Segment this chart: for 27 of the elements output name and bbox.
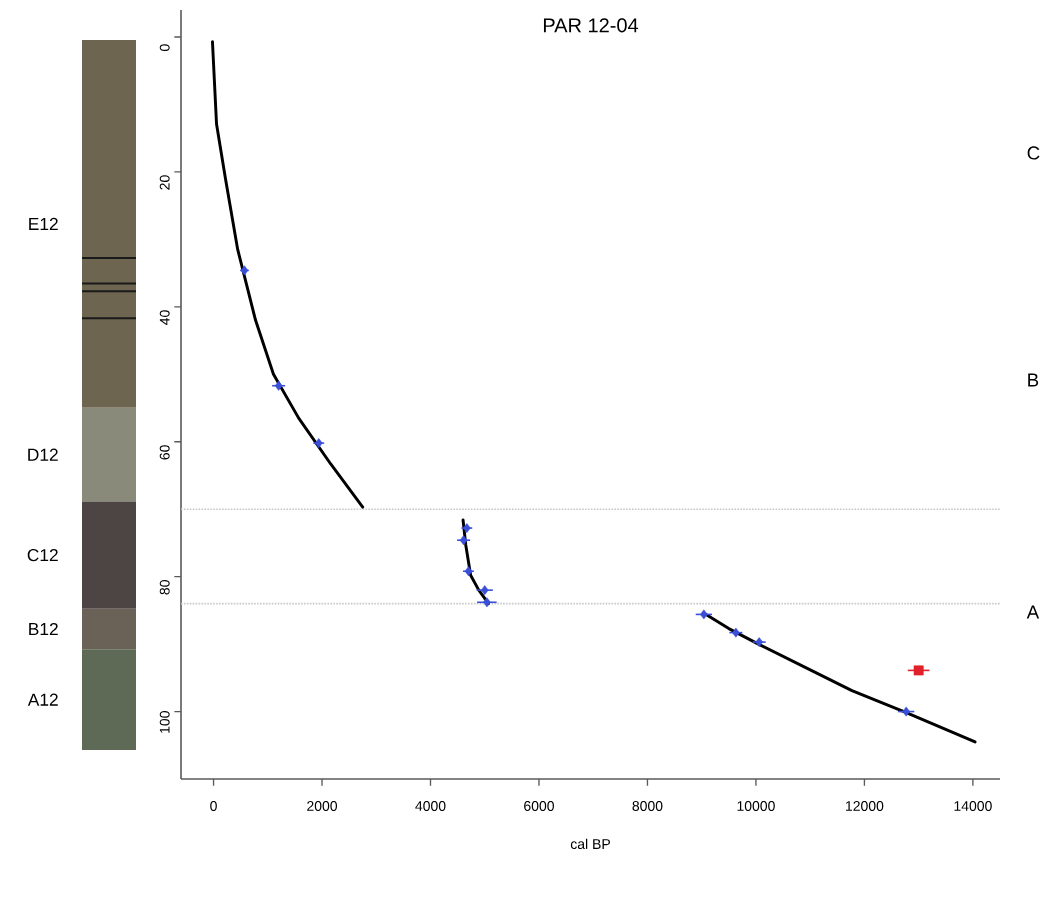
x-tick-label: 2000 (307, 801, 338, 811)
y-tick-label: 100 (159, 711, 170, 733)
bar (82, 501, 136, 609)
bar (82, 39, 136, 408)
x-tick-label: 12000 (846, 801, 884, 811)
x-tick-label: 14000 (954, 801, 992, 811)
x-axis-title: cal BP (570, 838, 610, 850)
bar (82, 407, 136, 502)
x-tick-label: 0 (210, 801, 217, 811)
text: B (1028, 373, 1039, 387)
series-label: C12 (27, 548, 58, 562)
chart-title: PAR 12-04 (543, 18, 639, 33)
series-label: D12 (28, 448, 58, 461)
series-label: A12 (27, 693, 58, 706)
text: A (1026, 605, 1040, 619)
text: C (1027, 146, 1040, 160)
series-label: B12 (29, 622, 58, 635)
series-label: E12 (29, 217, 58, 230)
x-tick-label: 4000 (415, 801, 446, 811)
x-tick-label: 10000 (737, 801, 775, 811)
x-tick-label: 6000 (524, 801, 554, 811)
y-tick-label: 20 (159, 175, 170, 190)
y-tick-label: 40 (159, 310, 170, 325)
x-tick-label: 8000 (632, 801, 663, 811)
y-tick-label: 80 (159, 580, 170, 595)
y-tick-label: 0 (159, 44, 170, 51)
y-tick-label: 60 (159, 445, 170, 460)
